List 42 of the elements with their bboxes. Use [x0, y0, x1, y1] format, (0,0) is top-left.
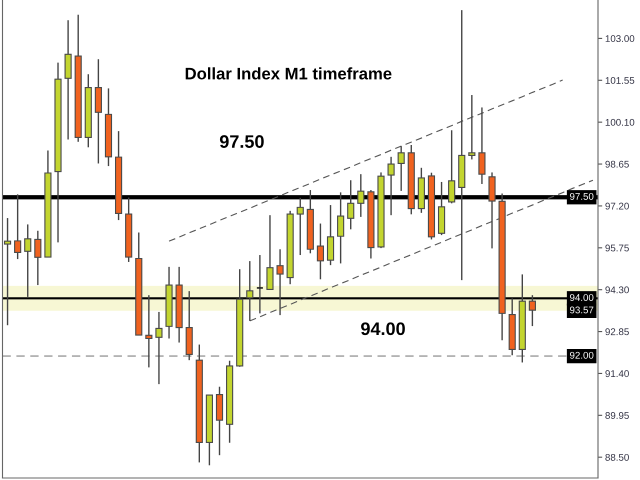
candlestick	[64, 20, 72, 140]
y-tick-label: 89.95	[605, 412, 629, 419]
line-series	[168, 79, 564, 242]
y-tick-label: 98.65	[605, 160, 629, 168]
ref-line-label: 92.00	[570, 352, 594, 359]
ref-line-label: 94.00	[570, 294, 594, 301]
y-tick-label: 88.50	[605, 454, 629, 461]
y-tick-label: 103.00	[606, 35, 634, 42]
candlestick	[478, 106, 486, 185]
y-tick-label: 92.85	[605, 328, 629, 336]
candlestick	[357, 173, 364, 218]
candlestick	[256, 254, 264, 314]
y-tick-label: 94.30	[605, 286, 629, 294]
y-tick-label: 97.20	[605, 202, 629, 210]
candlestick	[398, 145, 405, 192]
candlestick	[24, 224, 32, 298]
candlestick	[316, 222, 324, 280]
text: Dollar Index M1 timeframe	[186, 67, 392, 80]
y-tick-label: 95.75	[605, 244, 629, 252]
annotation: 97.50	[220, 135, 264, 148]
candlestick	[4, 217, 12, 326]
candlestick	[296, 197, 304, 256]
annotation: 94.00	[361, 322, 405, 336]
candlestick	[528, 294, 536, 327]
y-tick-label: 91.40	[605, 370, 629, 378]
y-tick-label: 100.10	[606, 118, 634, 126]
candlestick	[388, 156, 395, 216]
candlestick	[14, 194, 22, 260]
candlestick	[266, 214, 274, 290]
line-series	[249, 180, 594, 322]
candlestick	[145, 294, 152, 368]
candlestick	[347, 180, 354, 230]
y-tick-label: 101.55	[606, 77, 634, 84]
candlestick	[34, 230, 42, 286]
candlestick	[155, 311, 163, 385]
candlestick	[448, 130, 456, 204]
candlestick	[326, 204, 334, 266]
candlestick	[468, 94, 476, 160]
candlestick	[276, 248, 284, 316]
band-label: 93.57	[570, 306, 594, 314]
ref-line-label: 97.50	[570, 192, 594, 200]
candlestick	[337, 192, 344, 264]
